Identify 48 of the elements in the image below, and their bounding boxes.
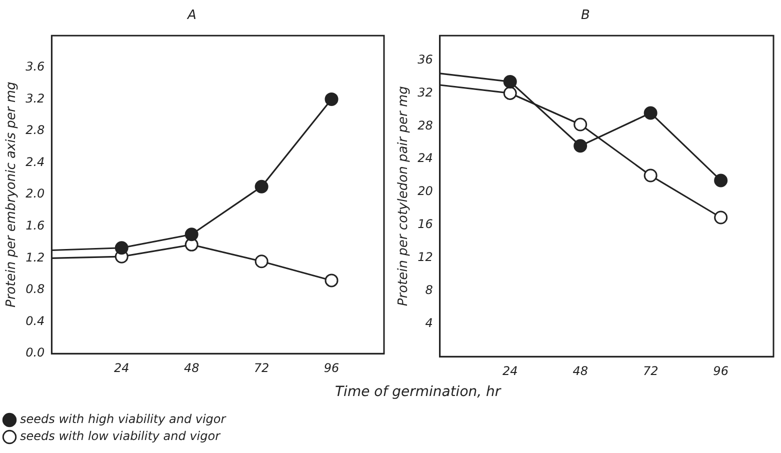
y-tick-label: 16 xyxy=(418,217,434,232)
point xyxy=(184,228,198,242)
point xyxy=(503,74,517,88)
x-tick-label: 48 xyxy=(572,364,588,378)
y-tick-label: 1.2 xyxy=(26,250,45,264)
y-tick-label: 24 xyxy=(418,151,433,166)
y-tick-label: 4 xyxy=(425,316,433,330)
legend-label: seeds with low viability and vigor xyxy=(20,429,222,444)
point xyxy=(714,210,728,224)
x-tick-label: 24 xyxy=(502,364,518,378)
legend-label: seeds with high viability and vigor xyxy=(20,412,227,426)
y-tick-label: 12 xyxy=(418,250,433,264)
point xyxy=(503,86,517,100)
x-axis-title: Time of germination, hr xyxy=(335,384,501,400)
chart-title: B xyxy=(581,8,590,24)
y-tick-label: 36 xyxy=(418,52,434,66)
point xyxy=(574,118,588,132)
point xyxy=(254,180,268,194)
x-tick-label: 96 xyxy=(713,364,729,378)
y-tick-label: 1.6 xyxy=(26,218,46,233)
y-tick-label: 32 xyxy=(418,85,433,100)
x-tick-label: 72 xyxy=(642,364,658,378)
y-tick-label: 0.4 xyxy=(26,314,45,328)
y-axis-title: Protein per embryonic axis per mg xyxy=(4,82,20,308)
x-tick-label: 24 xyxy=(114,360,130,375)
y-tick-label: 2.0 xyxy=(26,186,46,201)
y-tick-label: 20 xyxy=(418,184,434,198)
y-tick-label: 0.8 xyxy=(26,282,46,296)
point xyxy=(254,254,268,268)
x-tick-label: 96 xyxy=(324,360,340,375)
point xyxy=(714,174,728,188)
y-tick-label: 3.2 xyxy=(26,91,45,106)
point xyxy=(324,92,338,106)
chart-title: A xyxy=(186,8,196,24)
point xyxy=(644,106,658,120)
point xyxy=(574,139,588,153)
point xyxy=(114,241,128,255)
y-tick-label: 8 xyxy=(425,282,434,297)
y-tick-label: 28 xyxy=(418,118,434,132)
y-tick-label: 2.8 xyxy=(26,123,46,138)
point xyxy=(644,168,658,182)
y-tick-label: 0.0 xyxy=(26,346,46,360)
point xyxy=(324,274,338,288)
y-tick-label: 3.6 xyxy=(26,60,46,74)
x-tick-label: 72 xyxy=(254,360,270,375)
x-tick-label: 48 xyxy=(184,360,200,375)
y-tick-label: 2.4 xyxy=(26,154,45,169)
y-axis-title: Protein per cotyledon pair per mg xyxy=(396,86,412,306)
